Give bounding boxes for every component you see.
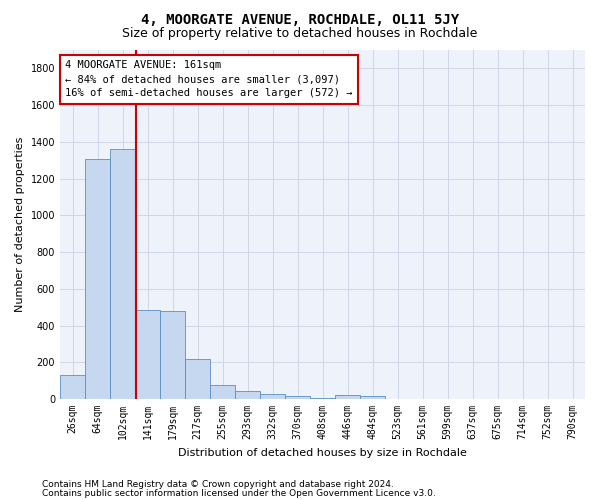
X-axis label: Distribution of detached houses by size in Rochdale: Distribution of detached houses by size … — [178, 448, 467, 458]
Y-axis label: Number of detached properties: Number of detached properties — [15, 137, 25, 312]
Bar — [185, 358, 210, 399]
Text: Size of property relative to detached houses in Rochdale: Size of property relative to detached ho… — [122, 28, 478, 40]
Text: 4 MOORGATE AVENUE: 161sqm
← 84% of detached houses are smaller (3,097)
16% of se: 4 MOORGATE AVENUE: 161sqm ← 84% of detac… — [65, 60, 353, 98]
Bar — [160, 311, 185, 399]
Bar — [360, 396, 385, 399]
Bar — [310, 398, 335, 399]
Bar — [210, 386, 235, 399]
Bar — [260, 394, 285, 399]
Bar — [135, 310, 160, 399]
Bar — [285, 396, 310, 399]
Bar — [235, 391, 260, 399]
Bar — [60, 375, 85, 399]
Text: 4, MOORGATE AVENUE, ROCHDALE, OL11 5JY: 4, MOORGATE AVENUE, ROCHDALE, OL11 5JY — [141, 12, 459, 26]
Bar — [110, 149, 135, 399]
Bar — [335, 396, 360, 399]
Text: Contains public sector information licensed under the Open Government Licence v3: Contains public sector information licen… — [42, 490, 436, 498]
Text: Contains HM Land Registry data © Crown copyright and database right 2024.: Contains HM Land Registry data © Crown c… — [42, 480, 394, 489]
Bar — [85, 160, 110, 399]
